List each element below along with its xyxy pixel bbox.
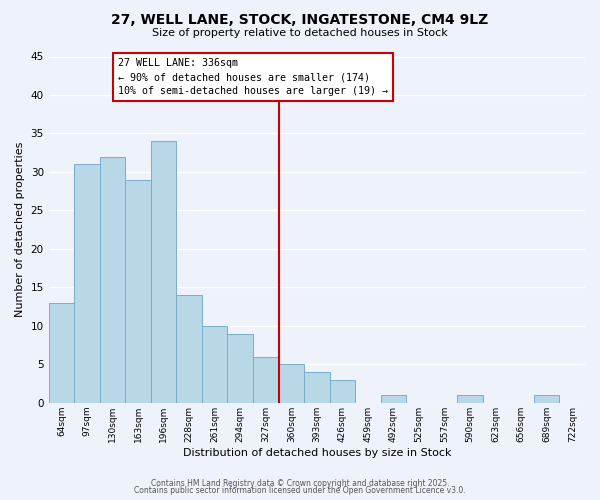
Bar <box>176 295 202 403</box>
Text: 27 WELL LANE: 336sqm
← 90% of detached houses are smaller (174)
10% of semi-deta: 27 WELL LANE: 336sqm ← 90% of detached h… <box>118 58 388 96</box>
Bar <box>227 334 253 403</box>
Y-axis label: Number of detached properties: Number of detached properties <box>15 142 25 318</box>
Bar <box>49 303 74 403</box>
Bar <box>380 395 406 403</box>
Text: Contains HM Land Registry data © Crown copyright and database right 2025.: Contains HM Land Registry data © Crown c… <box>151 478 449 488</box>
Text: Contains public sector information licensed under the Open Government Licence v3: Contains public sector information licen… <box>134 486 466 495</box>
Bar <box>278 364 304 403</box>
Bar <box>304 372 329 403</box>
Text: 27, WELL LANE, STOCK, INGATESTONE, CM4 9LZ: 27, WELL LANE, STOCK, INGATESTONE, CM4 9… <box>112 12 488 26</box>
Bar <box>74 164 100 403</box>
Bar <box>253 356 278 403</box>
Text: Size of property relative to detached houses in Stock: Size of property relative to detached ho… <box>152 28 448 38</box>
Bar <box>202 326 227 403</box>
Bar <box>329 380 355 403</box>
Bar <box>457 395 483 403</box>
Bar <box>100 156 125 403</box>
Bar <box>534 395 559 403</box>
X-axis label: Distribution of detached houses by size in Stock: Distribution of detached houses by size … <box>182 448 451 458</box>
Bar <box>151 141 176 403</box>
Bar <box>125 180 151 403</box>
